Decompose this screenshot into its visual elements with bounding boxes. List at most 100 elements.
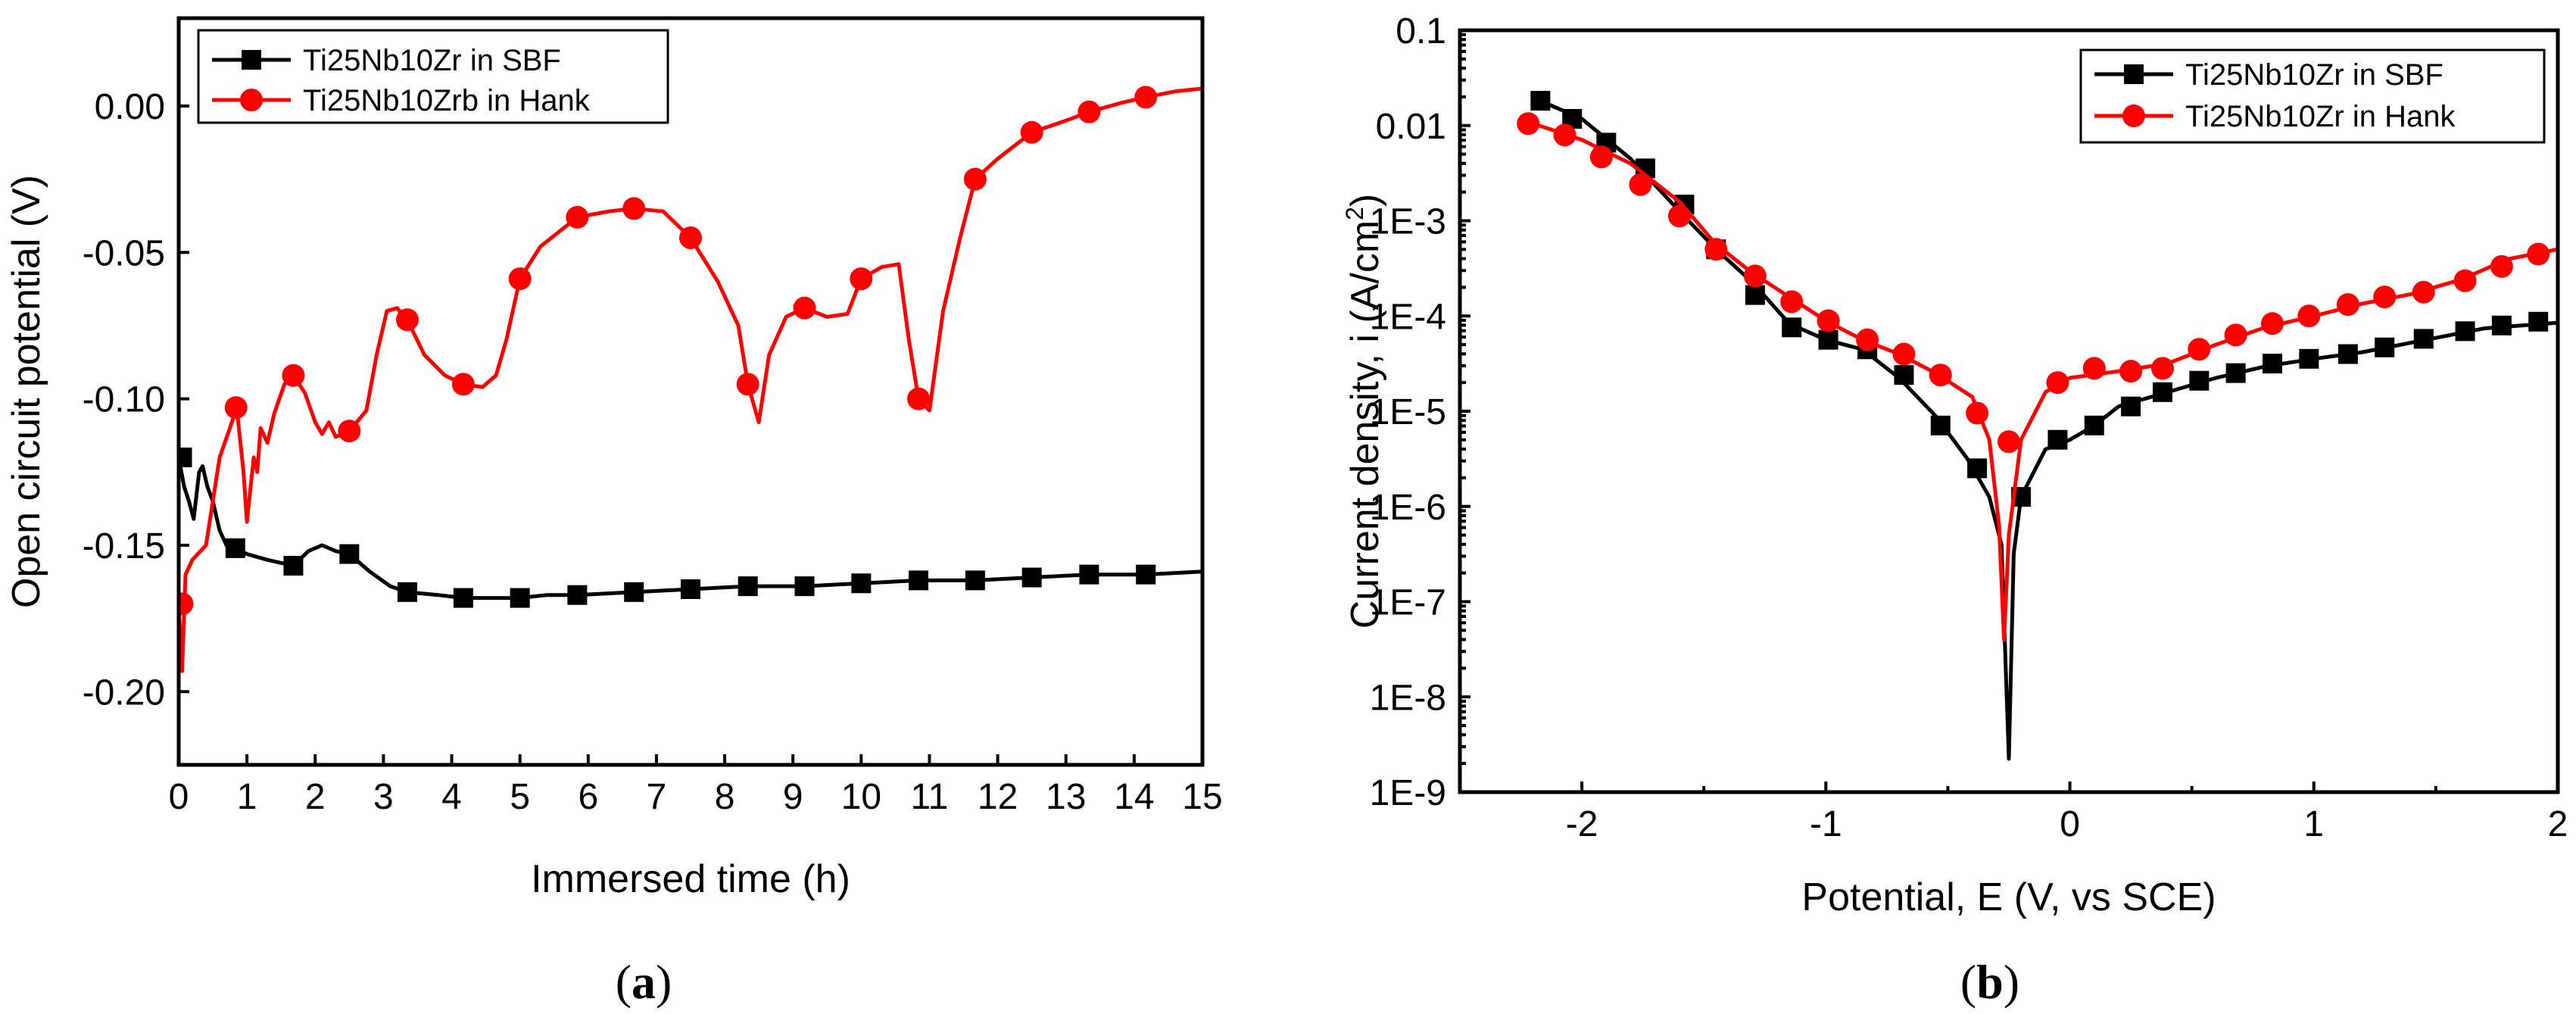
legend-marker-shape [2122,105,2145,127]
y-tick-label: 1E-6 [1370,488,1446,528]
series-line [179,457,1202,601]
panel-a-x-axis-label: Immersed time (h) [531,857,850,901]
x-tick-label: 1 [2303,804,2324,844]
data-point-marker [2413,329,2434,349]
x-tick-label: 8 [715,777,735,817]
panel-b-y-axis-label-end: ) [1343,194,1387,207]
data-point-marker [2337,344,2358,364]
x-tick-label: 10 [841,777,881,817]
data-point-marker [179,448,192,467]
y-tick-label: -0.10 [83,380,165,420]
data-point-marker [1892,342,1916,366]
panel-a-legend: Ti25Nb10Zr in SBF Ti25Nb10Zrb in Hank [197,29,669,124]
data-point-marker [681,579,700,599]
series-line [179,86,1202,673]
panel-a-legend-hank-marker [240,89,263,111]
data-point-marker [1856,328,1879,351]
data-point-marker [451,373,475,396]
data-point-marker [2490,254,2513,278]
data-point-marker [1743,264,1767,288]
data-point-marker [2336,293,2359,317]
legend-marker-shape [2124,64,2144,84]
data-point-marker [1966,401,1989,425]
series-hank [1517,112,2558,642]
panel-a-caption-open: ( [616,955,632,1009]
data-point-marker [339,544,360,564]
y-tick-label: 0.1 [1396,11,1446,51]
y-tick-label: 1E-4 [1370,297,1446,337]
data-point-marker [2375,337,2395,357]
panel-b-y-axis-label-main: Current density, i (A/cm [1343,220,1387,629]
data-point-marker [965,570,985,591]
data-point-marker [1077,100,1101,123]
series-line [1532,121,2558,642]
data-point-marker [1745,285,1765,305]
panel-b-legend-box [2079,48,2546,144]
data-point-marker [2491,315,2512,335]
x-tick-label: 6 [578,777,598,817]
panel-b-caption: (b) [1960,955,2019,1009]
data-point-marker [397,582,417,602]
panel-a-legend-sbf-marker [242,50,261,70]
panel-b-plot-frame [1458,28,2560,794]
data-point-marker [1530,91,1551,111]
data-point-marker [338,420,361,443]
data-point-marker [622,197,646,220]
panel-b-legend-sbf-marker [2124,64,2144,84]
data-point-marker [1517,112,1540,136]
panel-b-legend-hank-marker [2122,105,2145,127]
y-tick-label: -0.05 [83,233,165,273]
x-tick-label: 4 [441,777,462,817]
y-tick-label: 0.00 [95,87,165,127]
data-point-marker [2224,323,2247,347]
data-point-marker [2084,415,2104,435]
data-point-marker [283,556,304,576]
panel-a-legend-sbf-label: Ti25Nb10Zr in SBF [303,44,561,77]
panel-a-axes: 0 1 2 3 4 5 6 7 8 9 10 11 12 13 14 150.00-0.05-0.10-0.1… [83,87,1223,817]
data-point-marker [2528,311,2549,332]
x-tick-label: 0 [169,777,189,817]
panel-b-series-layer [1517,91,2558,761]
data-point-marker [510,588,530,608]
data-point-marker [1780,290,1804,314]
data-point-marker [567,585,588,605]
data-point-marker [2455,321,2475,342]
y-tick-label: -0.15 [83,526,165,566]
data-point-marker [1929,363,1952,387]
panel-a-caption-close: ) [656,955,672,1009]
legend-marker-shape [240,89,263,111]
data-point-marker [850,267,873,291]
data-point-marker [1817,309,1840,332]
data-point-marker [793,296,816,320]
y-tick-label: 1E-3 [1370,202,1446,242]
panel-b-legend-hank-label: Ti25Nb10Zr in Hank [2185,100,2456,133]
x-tick-label: 9 [783,777,803,817]
data-point-marker [566,205,589,229]
data-point-marker [2151,357,2174,380]
x-tick-label: 15 [1182,777,1222,817]
series-hank [179,86,1202,673]
data-point-marker [2119,360,2143,383]
x-tick-label: 3 [373,777,394,817]
data-point-marker [224,396,248,420]
x-tick-label: 11 [911,777,949,817]
series-sbf [1530,91,2558,761]
x-tick-label: 5 [510,777,530,817]
panel-a-chart: 0 1 2 3 4 5 6 7 8 9 10 11 12 13 14 150.00-0.05-0.10-0.1… [5,16,1223,1009]
data-point-marker [1079,564,1099,585]
panel-a-caption: (a) [616,955,672,1009]
data-point-marker [1589,145,1613,169]
legend-marker-shape [242,50,261,70]
x-tick-label: 7 [647,777,667,817]
panel-b-y-axis-label-sup: 2 [1341,207,1368,220]
data-point-marker [2046,371,2069,395]
panel-a-series-layer [179,86,1202,673]
panel-b-axes: -2 -1 0 1 2 0.1 0.01 1E-3 1E-4 1E-5 1E-6 1E-7 1E-8 1E… [1370,11,2568,844]
data-point-marker [1668,204,1691,228]
panel-b-x-axis-label: Potential, E (V, vs SCE) [1801,875,2216,919]
data-point-marker [2412,280,2435,304]
data-point-marker [1629,173,1652,196]
y-tick-label: 1E-5 [1370,392,1446,432]
data-point-marker [909,570,929,591]
data-point-marker [679,226,702,249]
